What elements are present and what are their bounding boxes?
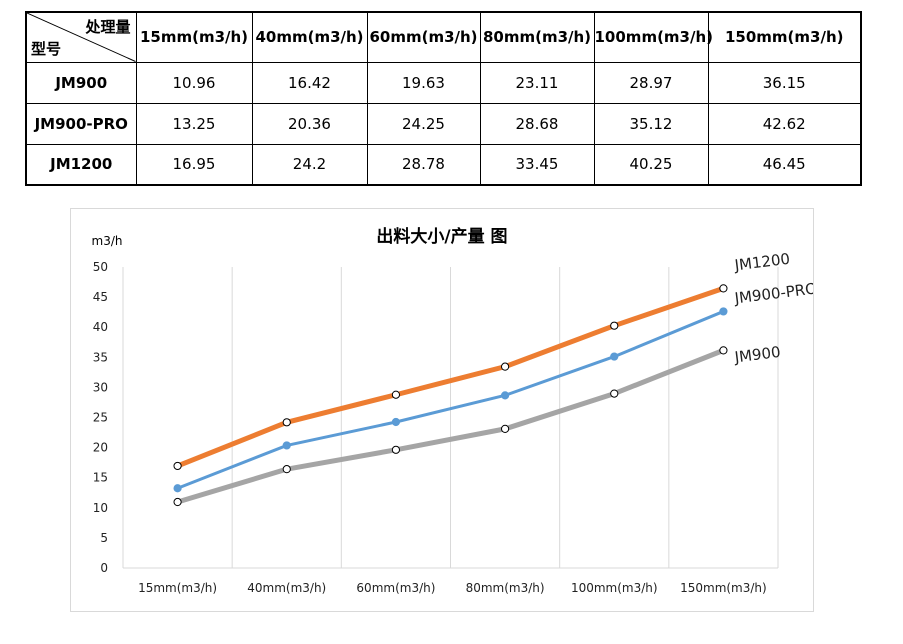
value-cell: 46.45 xyxy=(707,143,862,186)
corner-bottom-label: 型号 xyxy=(31,39,62,58)
data-point xyxy=(282,441,291,450)
value-cell: 16.95 xyxy=(135,143,253,186)
data-point xyxy=(610,321,619,330)
data-point xyxy=(500,391,510,400)
data-point xyxy=(610,352,619,361)
table-row: JM900 10.96 16.42 19.63 23.11 28.97 36.1… xyxy=(25,61,862,104)
data-point xyxy=(391,417,401,427)
data-point xyxy=(173,484,182,493)
x-tick-label: 80mm(m3/h) xyxy=(466,581,545,595)
capacity-table: 处理量 型号 15mm(m3/h) 40mm(m3/h) 60mm(m3/h) … xyxy=(25,11,862,186)
y-tick-label: 25 xyxy=(93,411,108,425)
value-cell: 10.96 xyxy=(135,61,253,104)
model-cell: JM900-PRO xyxy=(25,102,137,145)
x-tick-label: 40mm(m3/h) xyxy=(247,581,326,595)
column-header: 100mm(m3/h) xyxy=(593,11,713,63)
column-header: 60mm(m3/h) xyxy=(366,11,481,63)
chart-title: 出料大小/产量 图 xyxy=(376,226,507,247)
y-tick-label: 0 xyxy=(100,561,108,575)
data-point xyxy=(719,307,728,316)
table-header-row: 处理量 型号 15mm(m3/h) 40mm(m3/h) 60mm(m3/h) … xyxy=(25,11,862,63)
corner-header-cell: 处理量 型号 xyxy=(25,11,137,63)
data-point xyxy=(719,284,728,293)
x-tick-label: 150mm(m3/h) xyxy=(680,581,767,595)
value-cell: 35.12 xyxy=(593,102,709,145)
value-cell: 23.11 xyxy=(479,61,595,104)
value-cell: 16.42 xyxy=(251,61,368,104)
y-tick-label: 15 xyxy=(93,471,108,485)
value-cell: 24.25 xyxy=(366,102,481,145)
value-cell: 28.97 xyxy=(593,61,709,104)
data-point xyxy=(500,362,510,371)
x-tick-label: 15mm(m3/h) xyxy=(138,581,217,595)
line-chart: 出料大小/产量 图 m3/h 0 5 10 15 20 25 30 35 40 45 50 15mm(… xyxy=(92,226,813,595)
data-point xyxy=(173,461,182,471)
x-tick-label: 60mm(m3/h) xyxy=(356,581,435,595)
y-tick-label: 20 xyxy=(93,441,108,455)
y-tick-label: 40 xyxy=(93,320,108,334)
column-header: 40mm(m3/h) xyxy=(251,11,368,63)
series-line xyxy=(175,285,726,469)
series-layer xyxy=(173,284,728,507)
table-row: JM1200 16.95 24.2 28.78 33.45 40.25 46.4… xyxy=(25,143,862,186)
value-cell: 19.63 xyxy=(366,61,481,104)
value-cell: 13.25 xyxy=(135,102,253,145)
x-tick-label: 100mm(m3/h) xyxy=(571,581,658,595)
series-name-label: JM900 xyxy=(733,343,782,367)
data-point xyxy=(391,390,401,399)
corner-top-label: 处理量 xyxy=(85,18,131,36)
y-tick-label: 45 xyxy=(93,290,108,304)
model-cell: JM1200 xyxy=(25,143,137,186)
series-line xyxy=(175,347,726,505)
series-line xyxy=(176,309,725,490)
column-header: 15mm(m3/h) xyxy=(135,11,253,63)
series-label-layer: JM1200 JM900-PRO JM900 xyxy=(733,250,813,367)
data-point xyxy=(610,389,619,398)
axis-layer: 0 5 10 15 20 25 30 35 40 45 50 15mm(m3/h) 40mm(m3/h)… xyxy=(93,260,778,595)
data-point xyxy=(282,465,291,474)
y-tick-label: 10 xyxy=(93,501,108,515)
value-cell: 20.36 xyxy=(251,102,368,145)
data-point xyxy=(282,418,291,427)
value-cell: 28.68 xyxy=(479,102,595,145)
value-cell: 40.25 xyxy=(593,143,709,186)
value-cell: 24.2 xyxy=(251,143,368,186)
value-cell: 36.15 xyxy=(707,61,862,104)
y-tick-label: 30 xyxy=(93,380,108,394)
column-header: 150mm(m3/h) xyxy=(707,11,862,63)
data-point xyxy=(173,497,182,507)
grid-layer xyxy=(122,267,779,568)
value-cell: 33.45 xyxy=(479,143,595,186)
corner-diagonal-line xyxy=(27,13,135,61)
y-tick-label: 5 xyxy=(100,531,108,545)
value-cell: 28.78 xyxy=(366,143,481,186)
series-name-label: JM900-PRO xyxy=(733,279,813,307)
model-cell: JM900 xyxy=(25,61,137,104)
data-point xyxy=(391,445,401,454)
data-point xyxy=(500,424,510,433)
series-name-label: JM1200 xyxy=(733,250,791,275)
y-tick-label: 35 xyxy=(93,350,108,364)
data-point xyxy=(719,346,728,355)
table-row: JM900-PRO 13.25 20.36 24.25 28.68 35.12 … xyxy=(25,102,862,145)
value-cell: 42.62 xyxy=(707,102,862,145)
column-header: 80mm(m3/h) xyxy=(479,11,595,63)
y-axis-label: m3/h xyxy=(92,234,123,248)
chart-panel: 出料大小/产量 图 m3/h 0 5 10 15 20 25 30 35 40 45 50 15mm(… xyxy=(70,208,814,612)
y-tick-label: 50 xyxy=(93,260,108,274)
